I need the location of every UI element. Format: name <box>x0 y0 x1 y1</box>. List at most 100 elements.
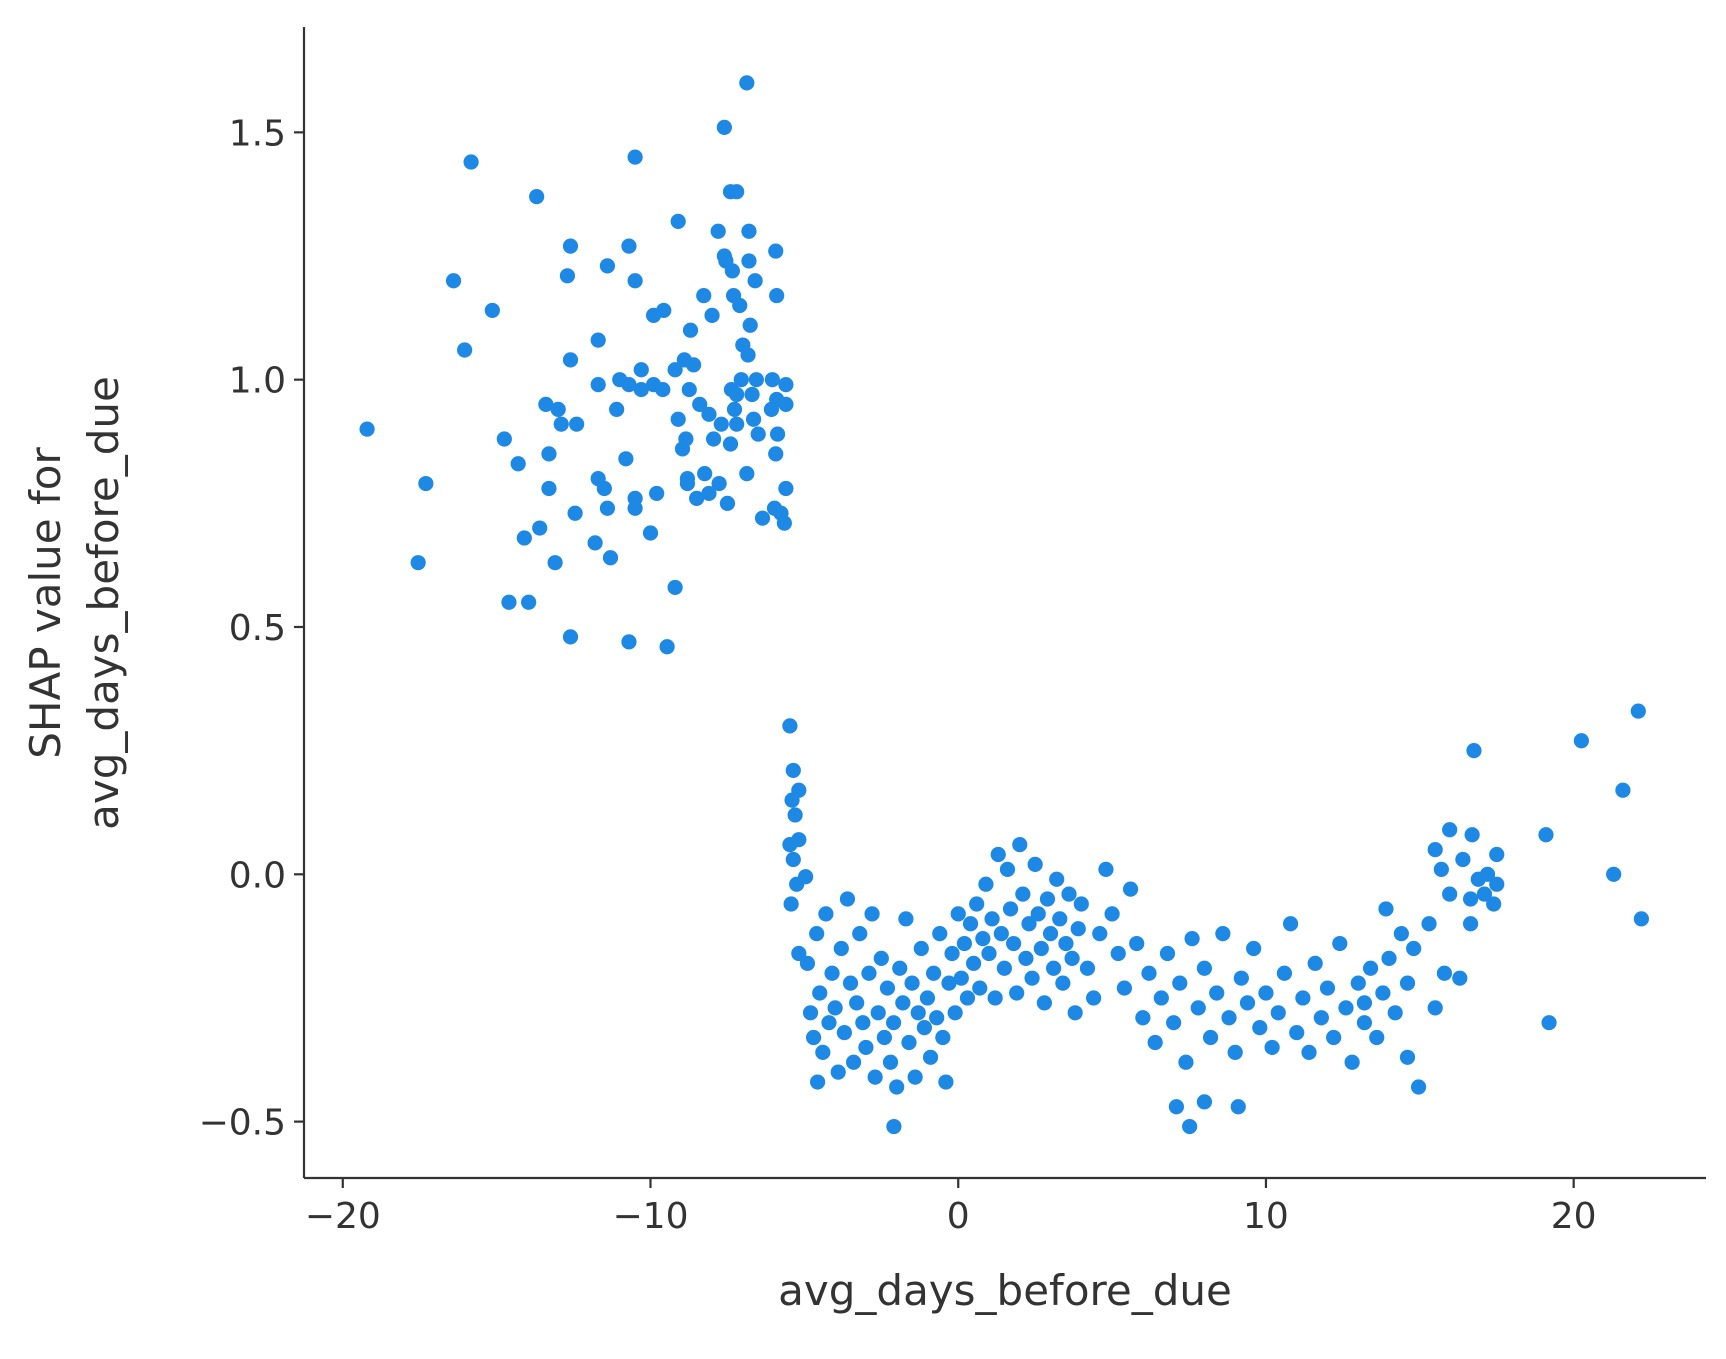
point <box>785 762 801 779</box>
point <box>1369 1029 1385 1046</box>
point <box>670 213 686 229</box>
point <box>562 629 579 645</box>
point <box>1489 846 1505 863</box>
point <box>1073 896 1089 912</box>
point <box>618 451 634 467</box>
point <box>778 377 794 393</box>
x-tick-label: −10 <box>613 1196 689 1237</box>
point <box>956 935 972 952</box>
point <box>1433 861 1449 877</box>
point <box>1410 1079 1427 1095</box>
point <box>681 381 697 398</box>
point <box>1168 1099 1185 1115</box>
point <box>754 510 771 526</box>
point <box>1092 926 1108 942</box>
point <box>962 916 979 932</box>
point <box>1264 1039 1280 1056</box>
y-tick-label: −0.5 <box>199 1103 286 1144</box>
point <box>1421 916 1437 932</box>
point <box>944 945 960 962</box>
x-tick-label: −20 <box>305 1196 381 1237</box>
point <box>778 480 794 497</box>
point <box>501 594 517 610</box>
point <box>975 930 991 947</box>
point <box>732 297 748 314</box>
point <box>1006 935 1022 952</box>
point <box>999 861 1016 877</box>
point <box>750 426 766 442</box>
point <box>815 1044 831 1060</box>
point <box>941 975 957 991</box>
point <box>1015 886 1031 902</box>
point <box>802 1005 819 1021</box>
point <box>724 263 740 279</box>
point <box>1332 935 1348 952</box>
point <box>627 149 643 165</box>
point <box>809 1074 826 1090</box>
point <box>1476 886 1493 902</box>
point <box>1362 960 1379 976</box>
point <box>670 411 686 427</box>
point <box>1172 975 1188 991</box>
point <box>929 1010 945 1026</box>
point <box>1399 975 1416 991</box>
point <box>659 639 675 655</box>
point <box>1356 1015 1373 1031</box>
point <box>1122 881 1139 897</box>
point <box>892 960 908 976</box>
point <box>445 273 462 289</box>
point <box>1153 990 1169 1006</box>
point <box>1319 980 1336 996</box>
point <box>827 1000 843 1016</box>
point <box>1030 906 1046 922</box>
point <box>1086 990 1102 1006</box>
point <box>818 906 834 922</box>
point <box>569 416 585 432</box>
point <box>633 381 649 398</box>
point <box>1427 841 1443 858</box>
point <box>685 357 702 373</box>
point <box>785 851 801 868</box>
point <box>745 411 762 427</box>
point <box>1393 926 1409 942</box>
point <box>1033 940 1049 957</box>
point <box>1215 926 1231 942</box>
point <box>821 1015 837 1031</box>
point <box>747 273 763 289</box>
point <box>1012 837 1028 853</box>
point <box>538 396 554 413</box>
point <box>873 950 889 966</box>
point <box>1239 995 1256 1011</box>
point <box>1110 945 1126 962</box>
point <box>516 530 532 546</box>
point <box>782 718 798 734</box>
point <box>852 926 868 942</box>
point <box>496 431 512 447</box>
point <box>1233 970 1249 986</box>
point <box>1406 940 1422 957</box>
point <box>1182 1118 1198 1135</box>
point <box>972 980 988 996</box>
point <box>742 317 758 333</box>
point <box>1196 1094 1213 1110</box>
point <box>1166 1015 1182 1031</box>
point <box>886 1118 902 1135</box>
point <box>1061 886 1077 902</box>
point <box>987 990 1003 1006</box>
point <box>842 975 859 991</box>
point <box>696 287 712 304</box>
point <box>836 1024 852 1041</box>
point <box>1202 1029 1219 1046</box>
point <box>776 515 792 531</box>
y-tick-label: 1.5 <box>229 113 286 154</box>
point <box>904 975 920 991</box>
point <box>1159 945 1176 962</box>
point <box>787 807 803 823</box>
point <box>1452 970 1468 986</box>
point <box>947 1005 963 1021</box>
point <box>1541 1015 1557 1031</box>
point <box>1486 896 1502 912</box>
point <box>716 119 732 136</box>
point <box>532 520 548 536</box>
point <box>649 485 665 502</box>
